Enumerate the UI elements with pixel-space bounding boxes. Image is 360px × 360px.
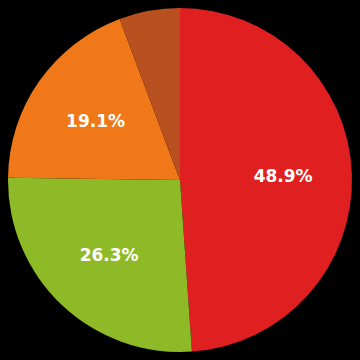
pie-slice [8, 178, 192, 352]
data-labels: 48.9% 26.3% 19.1% [66, 111, 313, 265]
data-label: 48.9% [254, 166, 313, 186]
slices [8, 8, 352, 352]
data-label: 26.3% [80, 245, 139, 265]
pie-slice [120, 8, 180, 180]
pie-slice [180, 8, 352, 352]
data-label: 19.1% [66, 111, 125, 131]
chart-container: 48.9% 26.3% 19.1% [0, 0, 360, 360]
pie-chart: 48.9% 26.3% 19.1% [0, 0, 360, 360]
background [0, 0, 360, 360]
